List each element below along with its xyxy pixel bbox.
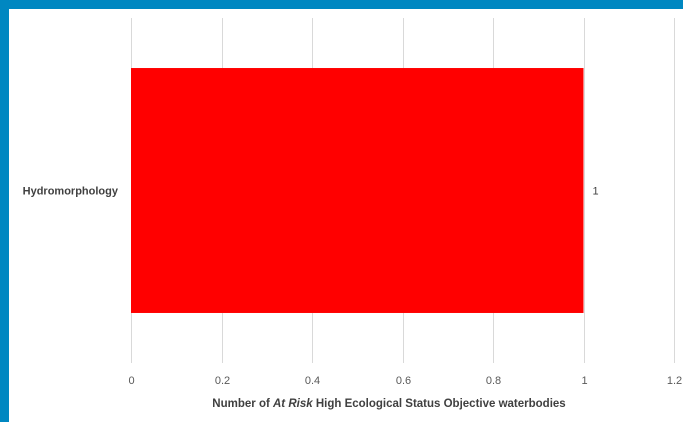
data-label: 1 [593, 186, 599, 198]
bar-hydromorphology [131, 68, 584, 313]
x-tick-label: 1.2 [667, 375, 682, 387]
x-axis-title-part: High Ecological Status Objective waterbo… [313, 398, 566, 410]
frame-border-top [0, 0, 683, 9]
category-label: Hydromorphology [23, 186, 119, 198]
x-tick-label: 0.6 [396, 375, 411, 387]
x-tick-label: 0 [128, 375, 134, 387]
data-labels: 1 [593, 186, 599, 198]
x-tick-label: 0.8 [486, 375, 501, 387]
x-tick-label: 0.4 [305, 375, 320, 387]
x-axis-title-part: Number of [212, 398, 273, 410]
x-tick-labels: 0 0.2 0.4 0.6 0.8 1 1.2 [128, 375, 682, 387]
frame-border-left [0, 0, 9, 422]
x-axis-title: Number of At Risk High Ecological Status… [212, 398, 565, 410]
x-tick-label: 0.2 [215, 375, 230, 387]
category-labels: Hydromorphology [23, 186, 119, 198]
x-axis-title-part: At Risk [272, 398, 313, 410]
x-tick-label: 1 [581, 375, 587, 387]
bars [131, 68, 584, 313]
